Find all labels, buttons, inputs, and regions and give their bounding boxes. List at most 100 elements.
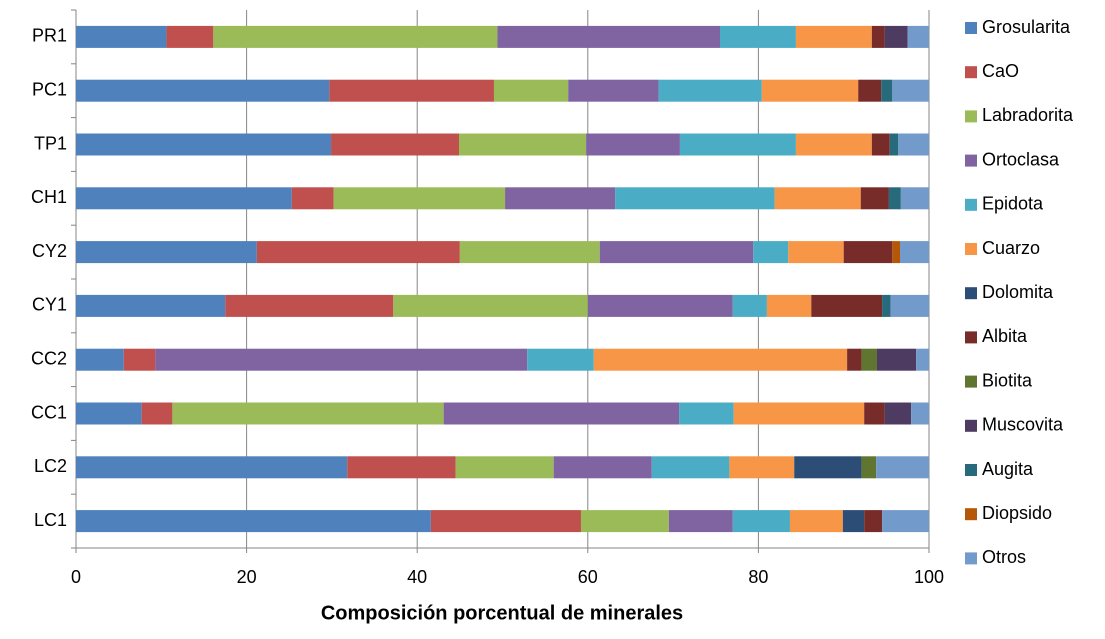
bar-segment bbox=[898, 133, 929, 156]
bar-segment bbox=[459, 241, 600, 264]
y-tick-label: LC2 bbox=[34, 456, 67, 476]
bar-segment bbox=[882, 510, 929, 533]
y-tick-label: CC2 bbox=[31, 348, 67, 368]
bar-segment bbox=[729, 456, 795, 479]
y-tick-label: CC1 bbox=[31, 402, 67, 422]
bar-segment bbox=[172, 402, 444, 425]
x-tick-label: 40 bbox=[407, 567, 427, 587]
bar-segment bbox=[881, 79, 893, 102]
bar-segment bbox=[888, 187, 901, 210]
bar-segment bbox=[766, 294, 812, 317]
bar-segment bbox=[864, 402, 885, 425]
bar-segment bbox=[166, 25, 214, 48]
legend-label: Ortoclasa bbox=[982, 149, 1060, 169]
x-tick-label: 100 bbox=[914, 567, 944, 587]
bar-segment bbox=[847, 348, 862, 371]
x-tick-label: 80 bbox=[748, 567, 768, 587]
bar-segment bbox=[651, 456, 730, 479]
bar-segment bbox=[455, 456, 554, 479]
legend-label: Labradorita bbox=[982, 105, 1074, 125]
bar-segment bbox=[527, 348, 594, 371]
bar-segment bbox=[393, 294, 588, 317]
legend-swatch bbox=[965, 552, 977, 565]
bar-segment bbox=[732, 510, 790, 533]
bar-segment bbox=[658, 79, 762, 102]
legend-label: Augita bbox=[982, 459, 1034, 479]
x-tick-label: 0 bbox=[71, 567, 81, 587]
bar-segment bbox=[892, 241, 900, 264]
y-tick-label: PC1 bbox=[32, 79, 67, 99]
bar-segment bbox=[884, 25, 908, 48]
bar-segment bbox=[430, 510, 581, 533]
bar-segment bbox=[333, 187, 506, 210]
bar-segment bbox=[858, 79, 882, 102]
bar-segment bbox=[843, 241, 893, 264]
bar-segment bbox=[789, 510, 843, 533]
bar-segment bbox=[553, 456, 652, 479]
bar-segment bbox=[668, 510, 733, 533]
bar-segment bbox=[580, 510, 669, 533]
bar-segment bbox=[892, 79, 929, 102]
legend-swatch bbox=[965, 419, 977, 432]
legend-swatch bbox=[965, 22, 977, 34]
bar-segment bbox=[899, 241, 929, 264]
bar-segment bbox=[911, 402, 929, 425]
legend-swatch bbox=[965, 66, 977, 79]
legend-label: Cuarzo bbox=[982, 238, 1040, 258]
legend-swatch bbox=[965, 243, 977, 255]
legend-swatch bbox=[965, 508, 977, 521]
legend-label: Grosularita bbox=[982, 17, 1071, 37]
bar-segment bbox=[76, 348, 124, 371]
bar-segment bbox=[256, 241, 460, 264]
bar-segment bbox=[347, 456, 456, 479]
bar-segment bbox=[76, 133, 332, 156]
legend-swatch bbox=[965, 375, 977, 388]
bar-segment bbox=[876, 456, 929, 479]
legend-label: Otros bbox=[982, 547, 1026, 567]
y-tick-label: LC1 bbox=[34, 510, 67, 530]
bar-segment bbox=[864, 510, 883, 533]
bar-segment bbox=[225, 294, 394, 317]
legend-swatch bbox=[965, 154, 977, 167]
bar-segment bbox=[331, 133, 459, 156]
y-tick-label: CY1 bbox=[32, 295, 67, 315]
bar-segment bbox=[900, 187, 929, 210]
bar-segment bbox=[76, 79, 330, 102]
bar-segment bbox=[568, 79, 659, 102]
bar-segment bbox=[889, 133, 899, 156]
x-tick-label: 60 bbox=[578, 567, 598, 587]
x-tick-label: 20 bbox=[237, 567, 257, 587]
bar-segment bbox=[774, 187, 861, 210]
legend-label: CaO bbox=[982, 61, 1019, 81]
bar-segment bbox=[720, 25, 796, 48]
legend-label: Biotita bbox=[982, 370, 1033, 390]
bar-segment bbox=[861, 348, 877, 371]
bar-segment bbox=[586, 133, 680, 156]
legend-label: Muscovita bbox=[982, 415, 1064, 435]
x-axis-title: Composición porcentual de minerales bbox=[321, 602, 683, 624]
bar-segment bbox=[213, 25, 498, 48]
bar-segment bbox=[861, 456, 877, 479]
bar-segment bbox=[860, 187, 889, 210]
bar-segment bbox=[871, 133, 890, 156]
legend-label: Albita bbox=[982, 326, 1028, 346]
bar-segment bbox=[76, 456, 348, 479]
bar-segment bbox=[811, 294, 883, 317]
y-tick-label: CH1 bbox=[31, 187, 67, 207]
bar-segment bbox=[871, 25, 885, 48]
legend-swatch bbox=[965, 287, 977, 300]
legend-swatch bbox=[965, 331, 977, 344]
bar-segment bbox=[493, 79, 569, 102]
bar-segment bbox=[794, 456, 862, 479]
y-tick-label: CY2 bbox=[32, 241, 67, 261]
bar-segment bbox=[155, 348, 528, 371]
bar-segment bbox=[788, 241, 844, 264]
bar-segment bbox=[795, 25, 872, 48]
bar-segment bbox=[679, 133, 796, 156]
bar-segment bbox=[505, 187, 616, 210]
bar-segment bbox=[593, 348, 848, 371]
bar-segment bbox=[907, 25, 929, 48]
bar-segment bbox=[291, 187, 334, 210]
legend-swatch bbox=[965, 464, 977, 476]
bar-segment bbox=[329, 79, 494, 102]
